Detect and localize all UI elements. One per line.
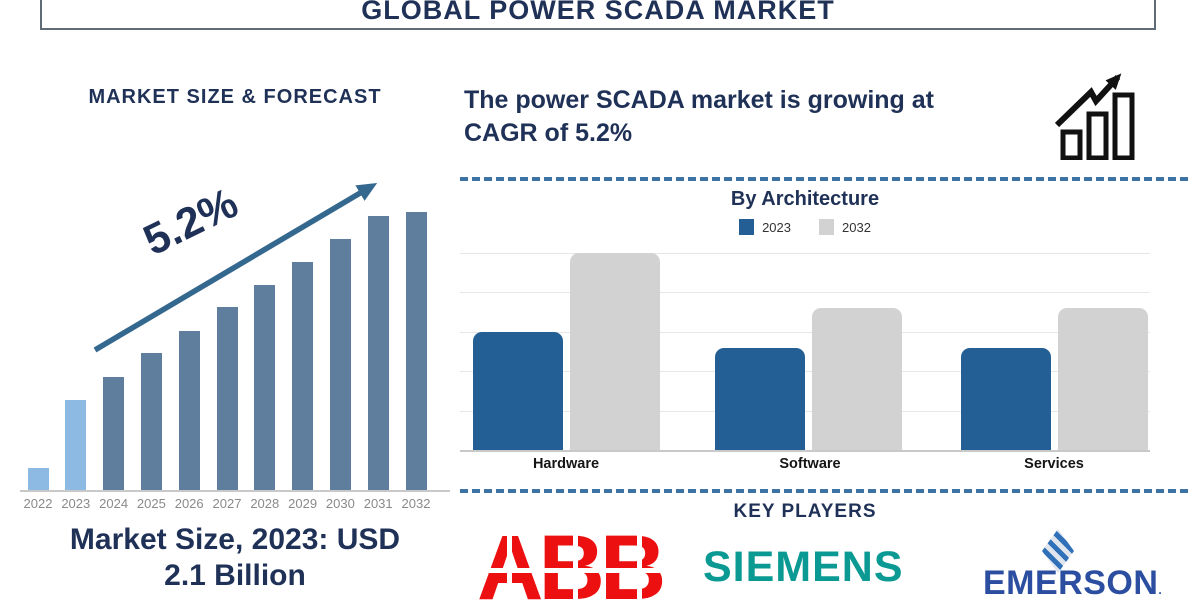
forecast-bar-2031 (367, 216, 389, 490)
arch-bar-software-2023 (715, 347, 805, 450)
emerson-logo: EMERSON. (983, 564, 1162, 600)
gridline (460, 292, 1150, 294)
gridline (460, 253, 1150, 254)
gridline (460, 331, 1150, 333)
gridline (460, 371, 1150, 373)
forecast-year-label: 2023 (61, 496, 91, 511)
architecture-category-labels: Hardware Software Services (460, 456, 1150, 476)
forecast-year-label: 2027 (212, 496, 242, 511)
legend-label-2032: 2032 (842, 219, 871, 235)
forecast-year-label: 2029 (288, 496, 318, 511)
forecast-year-label: 2030 (325, 496, 355, 511)
header-box: GLOBAL POWER SCADA MARKET (40, 0, 1156, 30)
page-title: GLOBAL POWER SCADA MARKET (361, 0, 835, 25)
arch-category-label-hardware: Hardware (532, 456, 600, 472)
legend-swatch-2023 (739, 219, 755, 235)
forecast-bar-2030 (329, 239, 351, 490)
abb-logo-cut-line (507, 530, 512, 600)
architecture-chart (460, 253, 1150, 452)
forecast-bar-2032 (405, 212, 427, 490)
headline-line2: CAGR of 5.2% (464, 119, 633, 147)
market-forecast-chart (20, 160, 450, 492)
market-size-caption-line1: Market Size, 2023: USD (69, 523, 401, 556)
forecast-year-label: 2028 (250, 496, 280, 511)
forecast-year-label: 2031 (363, 496, 393, 511)
forecast-bar-2022 (27, 468, 49, 490)
arch-bar-services-2023 (961, 347, 1051, 450)
forecast-year-label: 2022 (23, 496, 53, 511)
arch-bar-hardware-2023 (473, 331, 563, 450)
forecast-bar-2026 (178, 331, 200, 490)
forecast-year-label: 2026 (174, 496, 204, 511)
market-size-caption: Market Size, 2023: USD 2.1 Billion (10, 522, 460, 594)
forecast-bar-2023 (65, 400, 87, 490)
headline: The power SCADA market is growing at CAG… (464, 84, 1044, 150)
headline-line1: The power SCADA market is growing at (464, 86, 934, 114)
forecast-bar-2025 (140, 353, 162, 490)
market-size-caption-line2: 2.1 Billion (164, 559, 306, 592)
legend-item-2032: 2032 (819, 219, 871, 235)
forecast-year-label: 2024 (99, 496, 129, 511)
forecast-section-title: MARKET SIZE & FORECAST (88, 86, 382, 108)
gridline (460, 450, 1150, 452)
siemens-logo: SIEMENS (703, 543, 904, 591)
growth-chart-icon (1054, 73, 1135, 160)
emerson-logo-mark: . (1158, 583, 1163, 597)
legend-item-2023: 2023 (739, 219, 791, 235)
arch-bar-hardware-2032 (570, 253, 660, 450)
growth-trend-arrow-icon (93, 182, 378, 353)
key-players-title: KEY PLAYERS (733, 501, 877, 522)
gridline (460, 410, 1150, 412)
abb-logo-cut-line (573, 530, 578, 600)
forecast-year-label: 2025 (136, 496, 166, 511)
forecast-bar-2029 (292, 262, 314, 490)
arch-bar-services-2032 (1058, 308, 1148, 450)
forecast-bar-2027 (216, 307, 238, 490)
architecture-legend: 2023 2032 (460, 219, 1150, 235)
legend-swatch-2032 (819, 219, 834, 235)
forecast-bar-2024 (103, 377, 125, 490)
dashed-divider-bottom (460, 489, 1190, 493)
arch-category-label-software: Software (779, 456, 841, 472)
forecast-bar-2028 (254, 285, 276, 490)
forecast-x-axis-labels: 2022 2023 2024 2025 2026 2027 2028 2029 2030 2031… (20, 496, 450, 514)
emerson-logo-text: EMERSON (983, 564, 1159, 600)
abb-logo-cut-line (637, 530, 642, 600)
arch-bar-software-2032 (812, 308, 902, 450)
arch-category-label-services: Services (1024, 456, 1084, 472)
abb-logo: ABB (477, 520, 669, 600)
architecture-chart-title: By Architecture (730, 188, 880, 210)
dashed-divider-top (460, 177, 1190, 181)
legend-label-2023: 2023 (762, 219, 791, 235)
forecast-year-label: 2032 (401, 496, 431, 511)
